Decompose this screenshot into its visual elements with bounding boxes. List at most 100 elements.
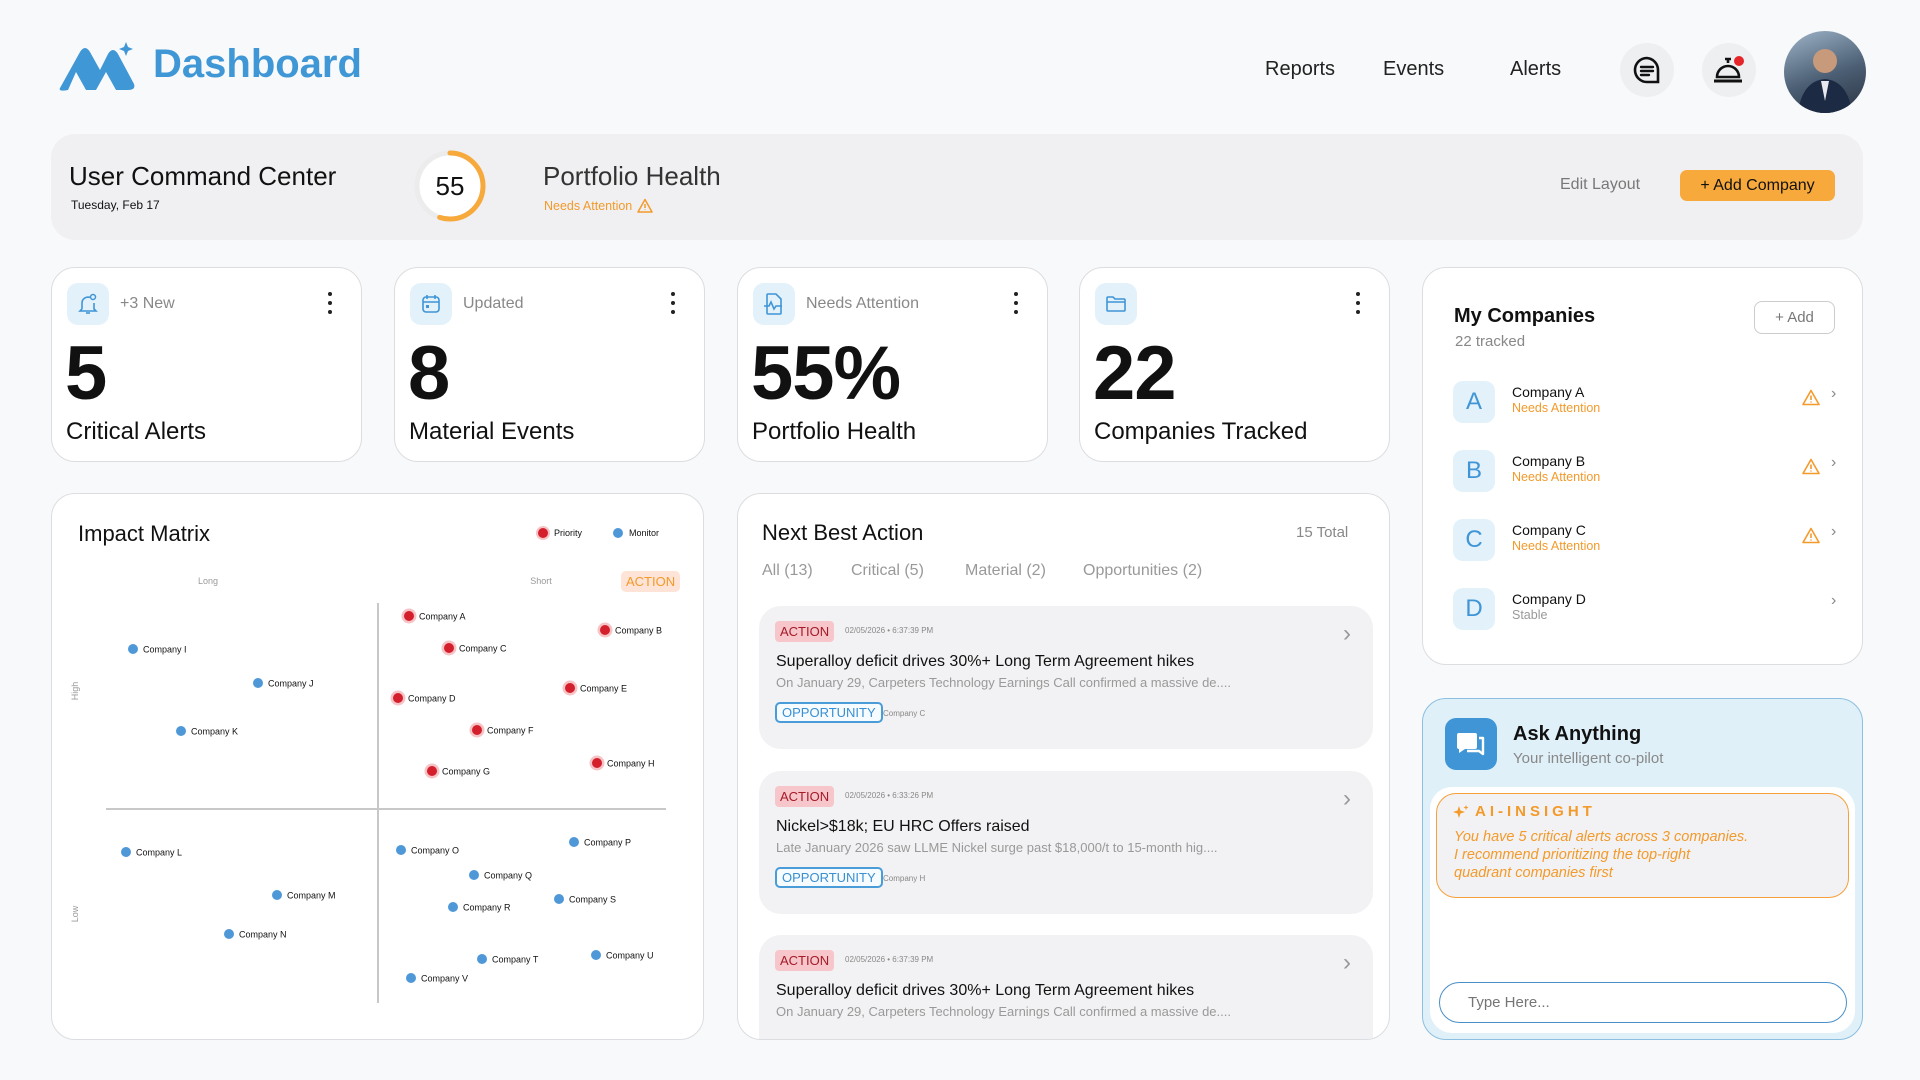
assistant-input[interactable]: [1439, 982, 1847, 1023]
matrix-point-label: Company M: [287, 891, 336, 901]
service-bell-icon: [1714, 56, 1744, 83]
chevron-right-icon[interactable]: ›: [1343, 949, 1351, 976]
stat-card-companies-tracked[interactable]: 22 Companies Tracked: [1079, 267, 1390, 462]
more-options-icon[interactable]: [1013, 292, 1019, 314]
matrix-point-label: Company G: [442, 767, 490, 777]
action-title: Superalloy deficit drives 30%+ Long Term…: [776, 982, 1195, 999]
command-center-bar: [51, 134, 1863, 240]
matrix-point: [448, 902, 458, 912]
chevron-right-icon[interactable]: ›: [1343, 620, 1351, 647]
action-card[interactable]: ACTION 02/05/2026 • 6:37:39 PM › Superal…: [759, 606, 1373, 749]
more-options-icon[interactable]: [670, 292, 676, 314]
matrix-point-label: Company C: [459, 644, 507, 654]
tab-opportunities[interactable]: Opportunities (2): [1083, 562, 1203, 579]
legend-dot-monitor: [613, 528, 623, 538]
portfolio-health-title: Portfolio Health: [543, 161, 721, 191]
chevron-right-icon[interactable]: ›: [1831, 454, 1837, 471]
stat-value: 8: [408, 331, 450, 416]
nav-alerts[interactable]: Alerts: [1510, 58, 1562, 80]
warning-icon: [1802, 458, 1820, 475]
matrix-point: [591, 950, 601, 960]
chevron-right-icon[interactable]: ›: [1831, 592, 1837, 609]
notifications-button[interactable]: [1702, 43, 1756, 97]
chevron-right-icon[interactable]: ›: [1831, 523, 1837, 540]
stat-label: Needs Attention: [806, 295, 919, 312]
matrix-point: [128, 644, 138, 654]
action-card[interactable]: ACTION 02/05/2026 • 6:33:26 PM › Nickel>…: [759, 771, 1373, 914]
chevron-right-icon[interactable]: ›: [1831, 385, 1837, 402]
matrix-point: [569, 837, 579, 847]
matrix-point: [406, 973, 416, 983]
insight-line: You have 5 critical alerts across 3 comp…: [1454, 829, 1749, 845]
matrix-point: [477, 954, 487, 964]
company-row[interactable]: A Company A Needs Attention ›: [1453, 381, 1843, 431]
more-options-icon[interactable]: [327, 292, 333, 314]
company-name: Company B: [1512, 453, 1586, 469]
matrix-point: [469, 870, 479, 880]
stat-card-portfolio-health[interactable]: Needs Attention 55% Portfolio Health: [737, 267, 1048, 462]
ai-insight-text: You have 5 critical alerts across 3 comp…: [1454, 828, 1748, 882]
matrix-point: [121, 847, 131, 857]
timestamp: 02/05/2026 • 6:33:26 PM: [845, 791, 934, 800]
company-row[interactable]: B Company B Needs Attention ›: [1453, 450, 1843, 500]
next-best-action-title: Next Best Action: [762, 520, 924, 545]
matrix-point-label: Company J: [268, 679, 314, 689]
health-status-text: Needs Attention: [544, 198, 633, 213]
health-status: Needs Attention: [544, 198, 654, 213]
action-title: Superalloy deficit drives 30%+ Long Term…: [776, 653, 1195, 670]
impact-matrix-title: Impact Matrix: [78, 521, 211, 546]
action-badge: ACTION: [621, 571, 681, 592]
warning-icon: [637, 198, 654, 213]
stat-caption: Critical Alerts: [66, 418, 207, 445]
matrix-point: [472, 725, 482, 735]
matrix-point-label: Company U: [606, 951, 654, 961]
tab-critical[interactable]: Critical (5): [851, 562, 924, 579]
user-avatar[interactable]: [1784, 31, 1866, 113]
assistant-subtitle: Your intelligent co-pilot: [1513, 750, 1664, 767]
matrix-point: [600, 625, 610, 635]
matrix-point: [444, 643, 454, 653]
nav-reports[interactable]: Reports: [1265, 58, 1336, 80]
command-center-title: User Command Center: [69, 161, 337, 191]
matrix-point-label: Company E: [580, 684, 627, 694]
edit-layout-button[interactable]: Edit Layout: [1560, 176, 1641, 193]
matrix-point: [176, 726, 186, 736]
impact-matrix-plot: Long Short High Low Priority Monitor Company A…: [70, 526, 666, 1003]
matrix-point: [592, 758, 602, 768]
action-badge: ACTION: [775, 950, 835, 971]
y-axis-label-low: Low: [70, 905, 80, 922]
next-best-action-panel: ACTION 02/05/2026 • 6:37:39 PM › Superal…: [737, 493, 1390, 1040]
action-badge: ACTION: [775, 786, 835, 807]
matrix-point-label: Company Q: [484, 871, 532, 881]
company-row[interactable]: C Company C Needs Attention ›: [1453, 519, 1843, 569]
stat-label: +3 New: [120, 295, 175, 312]
stat-card-material-events[interactable]: Updated 8 Material Events: [394, 267, 705, 462]
matrix-point-label: Company F: [487, 726, 534, 736]
impact-matrix-panel: Impact Matrix Long Short High Low Priority Mo…: [51, 493, 704, 1040]
tab-material[interactable]: Material (2): [965, 562, 1046, 579]
matrix-point: [272, 890, 282, 900]
company-avatar: D: [1453, 588, 1495, 630]
tab-all[interactable]: All (13): [762, 562, 813, 579]
nav-events[interactable]: Events: [1383, 58, 1445, 80]
company-status: Needs Attention: [1512, 401, 1601, 415]
insight-line: I recommend prioritizing the top-right: [1454, 847, 1691, 863]
folder-icon: [1095, 283, 1137, 325]
warning-icon: [1802, 527, 1820, 544]
company-row[interactable]: D Company D Stable ›: [1453, 588, 1843, 638]
messages-button[interactable]: [1620, 43, 1674, 97]
matrix-point: [404, 611, 414, 621]
matrix-point-label: Company O: [411, 846, 459, 856]
x-axis-label-short: Short: [530, 576, 552, 586]
matrix-point-label: Company K: [191, 727, 238, 737]
more-options-icon[interactable]: [1355, 292, 1361, 314]
health-score-value: 55: [435, 171, 465, 201]
stat-card-critical-alerts[interactable]: +3 New 5 Critical Alerts: [51, 267, 362, 462]
chevron-right-icon[interactable]: ›: [1343, 785, 1351, 812]
stat-caption: Portfolio Health: [752, 418, 917, 445]
add-company-button[interactable]: + Add Company: [1680, 170, 1835, 201]
action-card[interactable]: ACTION 02/05/2026 • 6:37:39 PM › Superal…: [759, 935, 1373, 1039]
company-label: Company C: [883, 709, 926, 718]
y-axis-label-high: High: [70, 682, 80, 701]
add-company-small-button[interactable]: + Add: [1754, 301, 1835, 334]
